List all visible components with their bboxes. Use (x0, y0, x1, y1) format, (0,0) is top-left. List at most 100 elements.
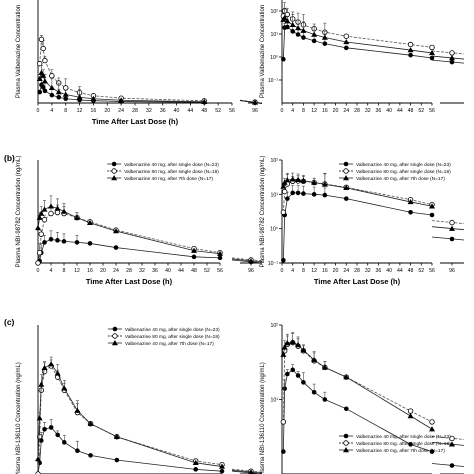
legend-marker (343, 175, 349, 181)
y-tick-label: 10¹ (271, 32, 279, 38)
data-point (407, 408, 414, 414)
data-point (408, 52, 413, 58)
y-axis-label: Plasma Valbenazine Concentration (16, 5, 22, 98)
legend-marker (343, 433, 349, 439)
data-point (48, 84, 55, 91)
data-point (48, 210, 54, 217)
chart-c-linear: Plasma NBI-136110 Concentration (ng/mL) V… (4, 317, 263, 474)
x-tick-label: 56 (429, 268, 435, 274)
data-point (191, 254, 197, 260)
data-point (63, 85, 69, 91)
data-point (321, 181, 328, 187)
legend-entry: Valbenazine 80 mg, after single dose (N=… (125, 334, 220, 340)
series-3 (280, 332, 465, 447)
x-tick-label: 24 (343, 268, 349, 274)
series-1 (281, 364, 465, 468)
x-tick-label: 56 (429, 108, 435, 114)
data-point (300, 177, 307, 183)
data-point (429, 419, 435, 425)
x-tick-label: 48 (408, 108, 414, 114)
data-point (217, 255, 223, 261)
series-line-break (431, 436, 465, 440)
series-3 (36, 65, 263, 105)
x-tick-label: 0 (37, 268, 40, 274)
legend-marker (111, 175, 118, 181)
x-tick-label: 16 (322, 108, 328, 114)
chart-c-log: 10² 10¹ Plasma NBI-136110 Concentration (n… (260, 323, 465, 474)
data-point (41, 206, 48, 212)
data-point (300, 27, 307, 33)
data-point (55, 432, 61, 438)
series-line (39, 39, 205, 102)
legend-marker (112, 326, 118, 332)
data-point (41, 217, 48, 223)
data-point (75, 448, 80, 454)
data-point (48, 203, 54, 209)
data-point (311, 192, 317, 197)
data-point (280, 209, 287, 215)
data-point (36, 75, 43, 81)
data-point (113, 245, 119, 250)
chart-b-log: 0 4 8 12 16 20 24 28 32 36 40 44 48 52 56 9610²10¹10⁰10… (260, 156, 465, 286)
data-point (42, 57, 48, 64)
data-point (429, 203, 435, 209)
legend-entry: Valbenazine 40 mg, after single dose (N=… (356, 162, 451, 168)
data-point (56, 94, 62, 100)
data-point (37, 60, 43, 67)
x-tick-label: 8 (302, 268, 305, 274)
data-point (280, 419, 287, 425)
data-point (114, 457, 120, 463)
x-tick-label: 52 (204, 268, 210, 274)
data-point (74, 214, 80, 220)
legend: Valbenazine 40 mg, after single dose (N=… (339, 433, 451, 454)
legend-entry: Valbenazine 40 mg, after 7th dose (N=17) (124, 176, 213, 182)
series-line-break (231, 469, 263, 474)
data-point (407, 41, 414, 48)
data-point (407, 198, 414, 205)
series-line-break (431, 463, 465, 467)
data-point (449, 463, 455, 468)
data-point (295, 32, 301, 37)
x-tick-label: 24 (118, 108, 124, 114)
x-tick-label: 0 (281, 268, 284, 274)
series-line-break (231, 258, 263, 263)
data-point (285, 371, 290, 377)
data-point (41, 364, 48, 371)
legend-entry: Valbenazine 40 mg, after single dose (N=… (356, 434, 451, 440)
x-tick-label: 32 (146, 108, 152, 114)
data-point (88, 453, 93, 458)
series-line-break (239, 100, 263, 104)
data-point (449, 219, 455, 226)
legend-entry: Valbenazine 40 mg, after 7th dose (N=17) (356, 176, 445, 182)
data-point (48, 425, 54, 430)
data-point (217, 250, 223, 256)
data-point (42, 427, 47, 432)
data-point (311, 356, 318, 363)
data-point (35, 471, 41, 474)
legend-marker (112, 333, 118, 339)
x-tick-label: 36 (376, 108, 382, 114)
legend-marker (343, 447, 349, 453)
legend: Valbenazine 40 mg, after single dose (N=… (339, 161, 451, 182)
data-point (429, 44, 435, 51)
data-point (284, 177, 291, 183)
x-tick-label: 96 (248, 268, 254, 274)
data-point (49, 92, 55, 98)
series-line (37, 363, 223, 467)
series-2 (35, 359, 263, 474)
data-point (40, 45, 46, 52)
x-tick-label: 8 (63, 268, 66, 274)
series-line-break (431, 226, 465, 231)
x-tick-label: 44 (188, 108, 194, 114)
x-tick-label: 36 (152, 268, 158, 274)
data-point (40, 84, 46, 90)
legend-entry: Valbenazine 40 mg, after single dose (N=… (124, 162, 219, 168)
data-point (281, 56, 286, 62)
data-point (449, 50, 455, 56)
series-line-break (231, 259, 263, 264)
x-tick-label: 52 (418, 268, 424, 274)
x-tick-label: 16 (91, 108, 97, 114)
x-tick-label: 24 (343, 108, 349, 114)
data-point (311, 31, 318, 37)
data-point (290, 190, 296, 196)
